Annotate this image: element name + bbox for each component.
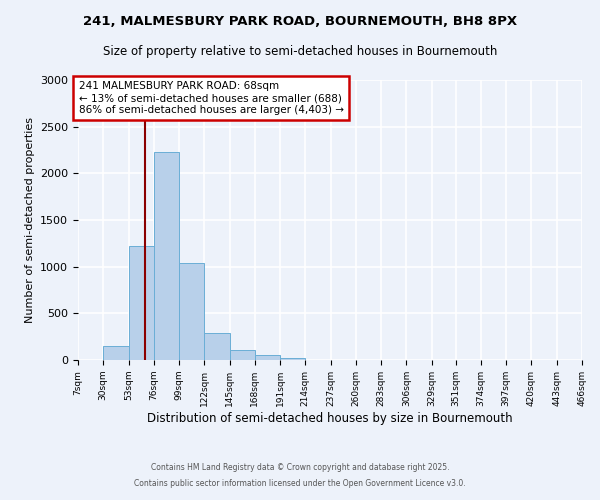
Text: Contains public sector information licensed under the Open Government Licence v3: Contains public sector information licen… [134,478,466,488]
Bar [154,152,179,360]
Bar [204,333,230,360]
Text: 241 MALMESBURY PARK ROAD: 68sqm
← 13% of semi-detached houses are smaller (688)
: 241 MALMESBURY PARK ROAD: 68sqm ← 13% of… [79,82,344,114]
Text: Contains HM Land Registry data © Crown copyright and database right 2025.: Contains HM Land Registry data © Crown c… [151,464,449,472]
Text: 241, MALMESBURY PARK ROAD, BOURNEMOUTH, BH8 8PX: 241, MALMESBURY PARK ROAD, BOURNEMOUTH, … [83,15,517,28]
X-axis label: Distribution of semi-detached houses by size in Bournemouth: Distribution of semi-detached houses by … [147,412,513,424]
Bar [255,355,280,360]
Y-axis label: Number of semi-detached properties: Number of semi-detached properties [25,117,35,323]
Text: Size of property relative to semi-detached houses in Bournemouth: Size of property relative to semi-detach… [103,45,497,58]
Bar [128,246,154,360]
Bar [103,346,128,360]
Bar [179,263,204,360]
Bar [280,358,305,360]
Bar [230,350,255,360]
